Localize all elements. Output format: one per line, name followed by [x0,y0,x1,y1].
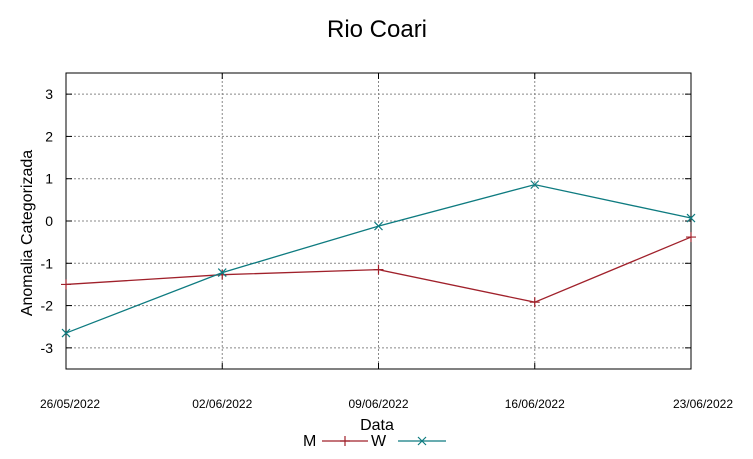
legend-marker-M [340,436,350,446]
x-tick-label: 02/06/2022 [192,397,252,411]
legend-marker-W [417,436,427,446]
y-tick-label: 1 [45,171,53,187]
data-point-M [61,279,71,290]
data-point-W [374,221,383,231]
ticks: 3 2 1 0 -1 -2 -3 26/05/2022 02/06/2022 09/06/2022… [40,73,733,411]
y-tick-label: 2 [45,128,53,144]
legend-label-M: M [303,433,316,450]
x-tick-label: 23/06/2022 [673,397,733,411]
data-point-M [686,232,696,243]
legend-label-W: W [371,433,387,450]
y-tick-label: -1 [41,255,54,271]
x-axis-label: Data [360,417,394,434]
y-tick-label: -3 [41,340,54,356]
x-tick-label: 16/06/2022 [505,397,565,411]
data-point-M [373,264,384,275]
data-point-W [530,180,540,190]
data-point-M [529,297,540,308]
series-M [61,232,696,308]
series [61,180,696,338]
data-point-W [686,213,696,223]
data-point-W [61,328,71,338]
data-point-M [217,269,228,280]
y-tick-label: 3 [45,86,53,102]
y-tick-label: -2 [41,298,54,314]
x-tick-label: 09/06/2022 [348,397,408,411]
y-axis-label: Anomalia Categorizada [19,150,36,316]
series-W [61,180,696,338]
y-tick-label: 0 [45,213,53,229]
data-point-W [217,268,227,278]
grid [66,73,691,369]
x-tick-label: 26/05/2022 [40,397,100,411]
chart-title: Rio Coari [327,16,427,43]
